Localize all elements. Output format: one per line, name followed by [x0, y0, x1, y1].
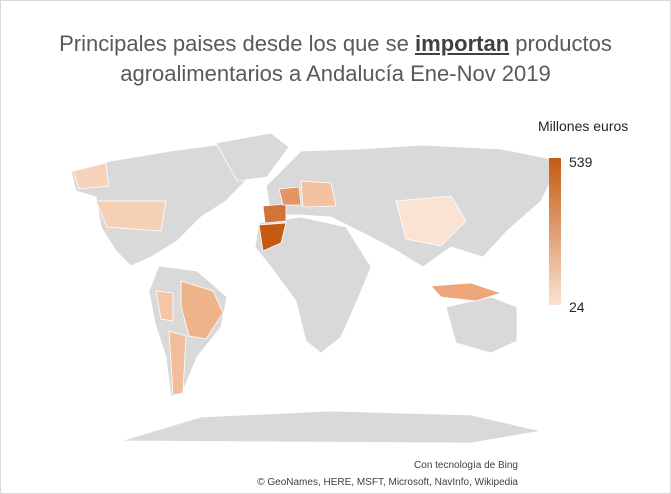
africa [254, 216, 372, 354]
legend-title: Millones euros [538, 118, 628, 134]
antarctica [120, 410, 542, 444]
brazil [180, 280, 224, 340]
argentina [168, 330, 187, 396]
usa [95, 200, 167, 232]
legend-gradient [549, 158, 561, 305]
alaska [72, 162, 110, 190]
world [70, 132, 562, 444]
credit: Con tecnología de Bing [414, 460, 518, 471]
title-part: Principales paises desde los que se [59, 31, 416, 56]
title-emphasis: importan [415, 31, 510, 56]
europe-east [300, 180, 337, 208]
iberia [262, 203, 287, 224]
china [395, 195, 467, 247]
morocco [258, 222, 287, 252]
legend-min: 24 [569, 299, 585, 315]
peru [155, 290, 174, 322]
greenland [215, 132, 290, 182]
title-part: productos agroalimentarios a Andalucía E… [120, 31, 612, 86]
indonesia [430, 282, 503, 302]
credit: © GeoNames, HERE, MSFT, Microsoft, NavIn… [257, 477, 518, 488]
chart-title: Principales paises desde los que se impo… [21, 29, 650, 89]
australia [445, 296, 518, 354]
legend-max: 539 [569, 154, 593, 170]
france [278, 186, 302, 206]
